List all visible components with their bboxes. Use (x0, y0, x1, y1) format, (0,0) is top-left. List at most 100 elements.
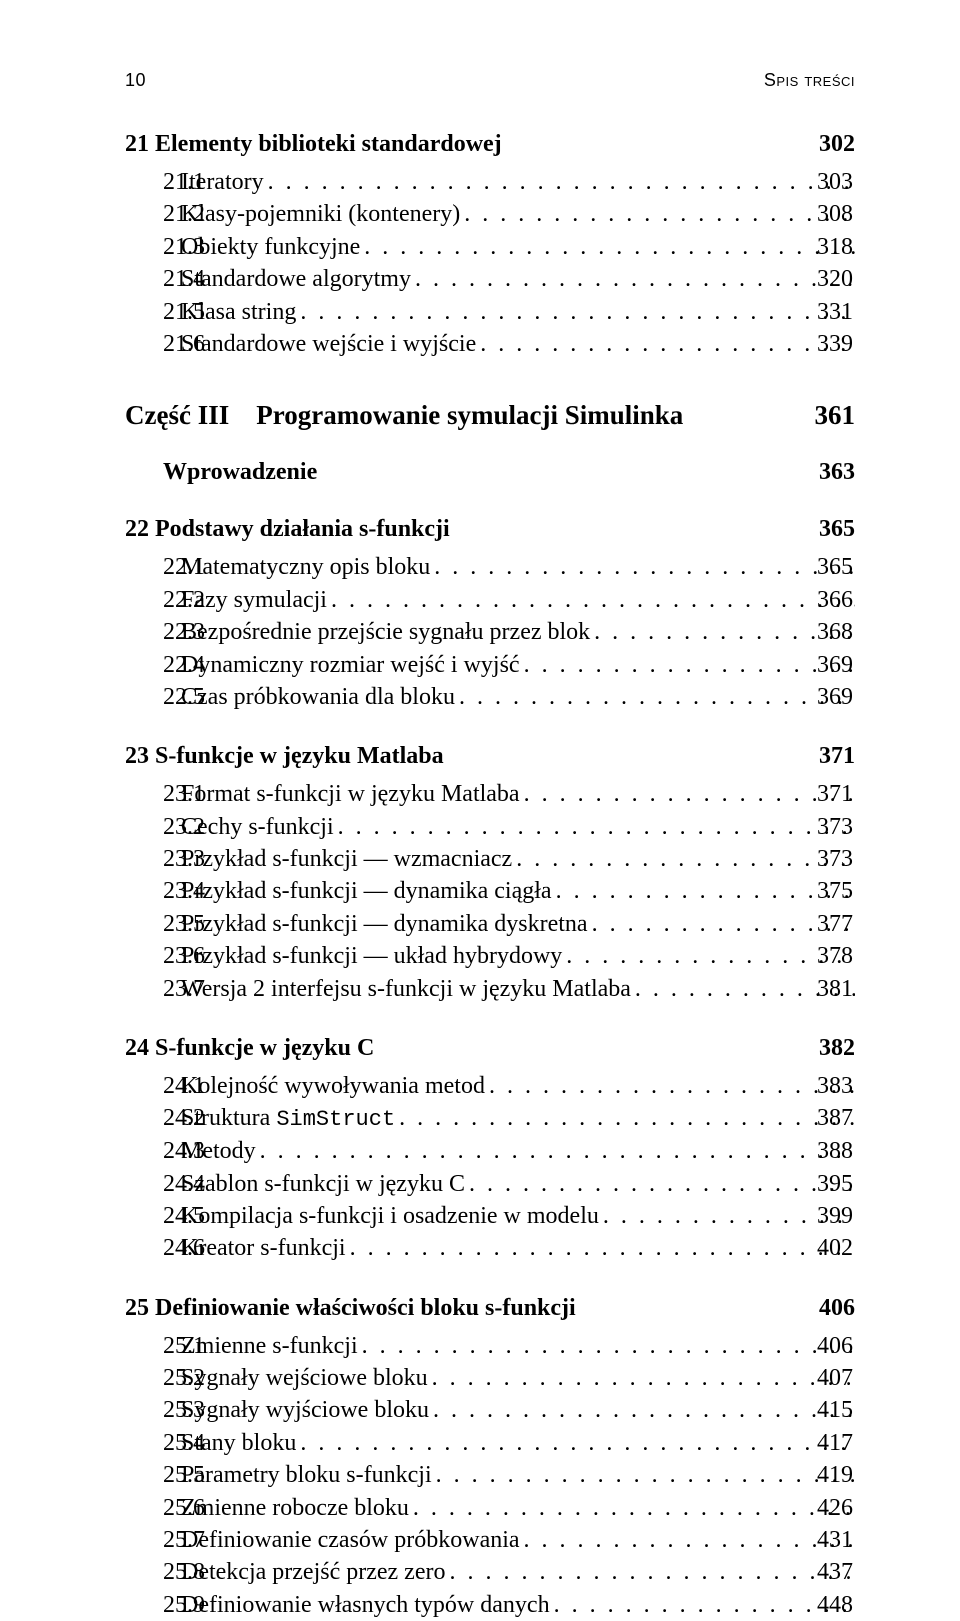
toc-entry: 22.3Bezpośrednie przejście sygnału przez… (125, 616, 855, 648)
toc-leader-dots: . . . . . . . . . . . . . . . . . . . . … (520, 1524, 855, 1556)
toc-leader-dots: . . . . . . . . . . . . . . . . . . . . … (428, 1362, 855, 1394)
toc-entry: 25.6Zmienne robocze bloku. . . . . . . .… (125, 1492, 855, 1524)
toc-entry: 24.5Kompilacja s-funkcji i osadzenie w m… (125, 1200, 855, 1232)
toc-entry: 23.4Przykład s-funkcji — dynamika ciągła… (125, 875, 855, 907)
toc-leader-dots: . . . . . . . . . . . . . . . . . . . . … (588, 908, 855, 940)
toc-section-label: Fazy symulacji (219, 584, 327, 616)
toc-leader-dots: . . . . . . . . . . . . . . . . . . . . … (430, 551, 855, 583)
toc-entry: 24.3Metody. . . . . . . . . . . . . . . … (125, 1135, 855, 1167)
intro-page: 363 (819, 459, 855, 486)
toc-leader-dots: . . . . . . . . . . . . . . . . . . . . … (550, 1589, 855, 1621)
toc-section-label: Wersja 2 interfejsu s-funkcji w języku M… (219, 973, 631, 1005)
toc-leader-dots: . . . . . . . . . . . . . . . . . . . . … (455, 681, 855, 713)
toc-leader-dots: . . . . . . . . . . . . . . . . . . . . … (360, 231, 855, 263)
toc-entry: 25.3Sygnały wyjściowe bloku. . . . . . .… (125, 1394, 855, 1426)
toc-entry: 24.1Kolejność wywoływania metod. . . . .… (125, 1070, 855, 1102)
toc-entry: 22.2Fazy symulacji. . . . . . . . . . . … (125, 584, 855, 616)
toc-section-label: Zmienne s-funkcji (219, 1330, 358, 1362)
toc-leader-dots: . . . . . . . . . . . . . . . . . . . . … (460, 198, 855, 230)
toc-leader-dots: . . . . . . . . . . . . . . . . . . . . … (296, 296, 855, 328)
toc-section-label: Standardowe wejście i wyjście (219, 328, 476, 360)
toc-entry: 23.7Wersja 2 interfejsu s-funkcji w języ… (125, 973, 855, 1005)
page-container: 10 Spis treści 21 Elementy biblioteki st… (0, 0, 960, 1576)
toc-entry: 23.3Przykład s-funkcji — wzmacniacz. . .… (125, 843, 855, 875)
toc-section-label: Matematyczny opis bloku (219, 551, 430, 583)
toc-entry: 21.3Obiekty funkcyjne. . . . . . . . . .… (125, 231, 855, 263)
toc-entry: 23.5Przykład s-funkcji — dynamika dyskre… (125, 908, 855, 940)
toc-entry: 22.4Dynamiczny rozmiar wejść i wyjść. . … (125, 649, 855, 681)
toc-section-label: Detekcja przejść przez zero (219, 1556, 445, 1588)
toc-leader-dots: . . . . . . . . . . . . . . . . . . . . … (445, 1556, 855, 1588)
toc-leader-dots: . . . . . . . . . . . . . . . . . . . . … (409, 1492, 855, 1524)
chapter-25-heading: 25 Definiowanie właściwości bloku s-funk… (125, 1295, 855, 1322)
intro-heading: Wprowadzenie 363 (125, 459, 855, 486)
toc-section-label: Struktura SimStruct (219, 1102, 395, 1135)
toc-section-label: Klasa string (219, 296, 296, 328)
toc-entry: 23.6Przykład s-funkcji — układ hybrydowy… (125, 940, 855, 972)
toc-leader-dots: . . . . . . . . . . . . . . . . . . . . … (256, 1135, 855, 1167)
toc-section-label: Kompilacja s-funkcji i osadzenie w model… (219, 1200, 599, 1232)
toc-leader-dots: . . . . . . . . . . . . . . . . . . . . … (429, 1394, 855, 1426)
chapter-21-heading: 21 Elementy biblioteki standardowej 302 (125, 131, 855, 158)
toc-section-label: Cechy s-funkcji (219, 811, 334, 843)
toc-leader-dots: . . . . . . . . . . . . . . . . . . . . … (346, 1232, 855, 1264)
toc-leader-dots: . . . . . . . . . . . . . . . . . . . . … (432, 1459, 855, 1491)
toc-section-label: Parametry bloku s-funkcji (219, 1459, 432, 1491)
toc-leader-dots: . . . . . . . . . . . . . . . . . . . . … (411, 263, 855, 295)
toc-leader-dots: . . . . . . . . . . . . . . . . . . . . … (476, 328, 855, 360)
chapter-title: 21 Elementy biblioteki standardowej (125, 131, 502, 158)
toc-entry: 23.1Format s-funkcji w języku Matlaba. .… (125, 778, 855, 810)
toc-section-label: Metody (219, 1135, 256, 1167)
toc-entry: 21.5Klasa string. . . . . . . . . . . . … (125, 296, 855, 328)
toc-section-label: Stany bloku (219, 1427, 296, 1459)
toc-section-label: Szablon s-funkcji w języku C (219, 1168, 465, 1200)
toc-leader-dots: . . . . . . . . . . . . . . . . . . . . … (395, 1102, 855, 1134)
toc-section-label: Kreator s-funkcji (219, 1232, 346, 1264)
toc-entry: 24.4Szablon s-funkcji w języku C. . . . … (125, 1168, 855, 1200)
chapter-23-heading: 23 S-funkcje w języku Matlaba 371 (125, 743, 855, 770)
toc-leader-dots: . . . . . . . . . . . . . . . . . . . . … (512, 843, 855, 875)
toc-section-label: Obiekty funkcyjne (219, 231, 360, 263)
toc-entry: 25.7Definiowanie czasów próbkowania. . .… (125, 1524, 855, 1556)
toc-section-label: Bezpośrednie przejście sygnału przez blo… (219, 616, 590, 648)
toc-section-label: Dynamiczny rozmiar wejść i wyjść (219, 649, 520, 681)
running-title: Spis treści (764, 70, 855, 91)
toc-section-label: Zmienne robocze bloku (219, 1492, 409, 1524)
toc-section-label: Format s-funkcji w języku Matlaba (219, 778, 520, 810)
toc-section-label: Sygnały wyjściowe bloku (219, 1394, 429, 1426)
toc-entry: 21.1Iteratory. . . . . . . . . . . . . .… (125, 166, 855, 198)
toc-section-label: Definiowanie własnych typów danych (219, 1589, 550, 1621)
toc-entry: 24.6Kreator s-funkcji. . . . . . . . . .… (125, 1232, 855, 1264)
chapter-title: 22 Podstawy działania s-funkcji (125, 516, 450, 543)
toc-leader-dots: . . . . . . . . . . . . . . . . . . . . … (334, 811, 855, 843)
toc-section-label: Przykład s-funkcji — dynamika dyskretna (219, 908, 588, 940)
chapter-title: 25 Definiowanie właściwości bloku s-funk… (125, 1295, 576, 1322)
toc-section-label: Definiowanie czasów próbkowania (219, 1524, 520, 1556)
toc-entry: 21.4Standardowe algorytmy. . . . . . . .… (125, 263, 855, 295)
chapter-page: 371 (807, 743, 855, 770)
toc-leader-dots: . . . . . . . . . . . . . . . . . . . . … (296, 1427, 855, 1459)
chapter-page: 365 (807, 516, 855, 543)
toc-leader-dots: . . . . . . . . . . . . . . . . . . . . … (327, 584, 855, 616)
toc-section-label: Czas próbkowania dla bloku (219, 681, 455, 713)
page-number: 10 (125, 70, 146, 91)
toc-leader-dots: . . . . . . . . . . . . . . . . . . . . … (552, 875, 855, 907)
toc-section-label: Sygnały wejściowe bloku (219, 1362, 428, 1394)
toc-entry: 22.1Matematyczny opis bloku. . . . . . .… (125, 551, 855, 583)
toc-entry: 25.4Stany bloku. . . . . . . . . . . . .… (125, 1427, 855, 1459)
toc-entry: 23.2Cechy s-funkcji. . . . . . . . . . .… (125, 811, 855, 843)
toc-section-label: Klasy-pojemniki (kontenery) (219, 198, 460, 230)
toc-section-label: Przykład s-funkcji — układ hybrydowy (219, 940, 562, 972)
chapter-title: 23 S-funkcje w języku Matlaba (125, 743, 444, 770)
toc-leader-dots: . . . . . . . . . . . . . . . . . . . . … (465, 1168, 855, 1200)
chapter-page: 302 (807, 131, 855, 158)
toc-entry: 21.2Klasy-pojemniki (kontenery). . . . .… (125, 198, 855, 230)
toc-entry: 25.5Parametry bloku s-funkcji. . . . . .… (125, 1459, 855, 1491)
toc-leader-dots: . . . . . . . . . . . . . . . . . . . . … (485, 1070, 855, 1102)
toc-section-label: Przykład s-funkcji — dynamika ciągła (219, 875, 552, 907)
toc-section-label: Iteratory (219, 166, 264, 198)
toc-section-label: Przykład s-funkcji — wzmacniacz (219, 843, 512, 875)
chapter-page: 382 (807, 1035, 855, 1062)
toc-entry: 25.8Detekcja przejść przez zero. . . . .… (125, 1556, 855, 1588)
toc-leader-dots: . . . . . . . . . . . . . . . . . . . . … (520, 778, 855, 810)
